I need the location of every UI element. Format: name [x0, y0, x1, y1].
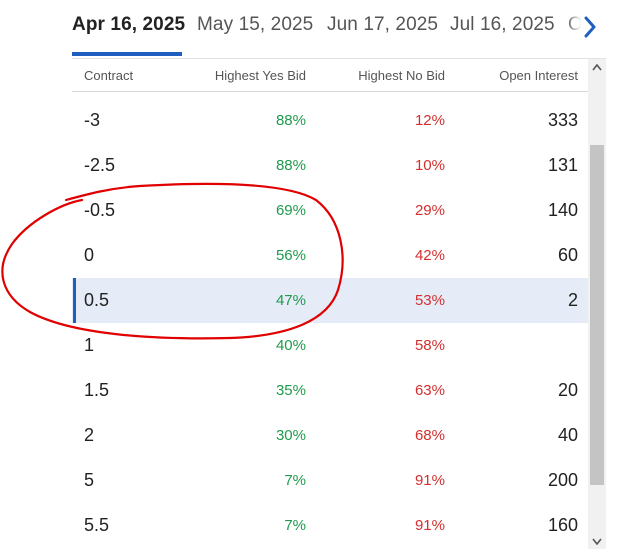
contract-cell: 5.5	[84, 515, 110, 535]
header-open-interest[interactable]: Open Interest	[499, 68, 578, 83]
table-row[interactable]: -2.5 88% 10% 131	[72, 143, 588, 188]
table-row[interactable]: 5 7% 91% 200	[72, 458, 588, 503]
yes-bid-cell[interactable]: 7%	[284, 472, 306, 489]
contract-cell: 1.5	[84, 380, 110, 400]
table-row[interactable]: 0 56% 42% 60	[72, 233, 588, 278]
contract-cell: 2	[84, 425, 95, 445]
header-highest-no-bid[interactable]: Highest No Bid	[358, 68, 445, 83]
table-row-selected[interactable]: 0.5 47% 53% 2	[72, 278, 588, 323]
yes-bid-cell[interactable]: 30%	[275, 427, 306, 444]
open-interest-cell[interactable]: 60	[557, 245, 578, 265]
open-interest-cell[interactable]: 40	[557, 425, 578, 445]
table-scrollbar[interactable]	[588, 59, 606, 549]
yes-bid-cell[interactable]: 7%	[284, 517, 306, 534]
contract-cell: 0	[84, 245, 95, 265]
contract-cell: -2.5	[84, 155, 116, 175]
tab-jul-16-2025[interactable]: Jul 16, 2025	[450, 14, 555, 35]
open-interest-cell[interactable]: 160	[547, 515, 578, 535]
no-bid-cell[interactable]: 63%	[414, 382, 445, 399]
chevron-up-icon[interactable]	[588, 59, 606, 75]
tabs-divider	[72, 58, 606, 59]
no-bid-cell[interactable]: 10%	[414, 157, 445, 174]
tab-apr-16-2025[interactable]: Apr 16, 2025	[72, 14, 186, 35]
date-tabs: Apr 16, 2025 May 15, 2025 Jun 17, 2025 J…	[0, 0, 624, 58]
active-tab-indicator	[72, 52, 182, 56]
table-row[interactable]: 1 40% 58%	[72, 323, 588, 368]
open-interest-cell[interactable]: 20	[557, 380, 578, 400]
yes-bid-cell[interactable]: 47%	[275, 292, 306, 309]
yes-bid-cell[interactable]: 35%	[275, 382, 306, 399]
contracts-table: Contract Highest Yes Bid Highest No Bid …	[72, 59, 588, 549]
open-interest-cell[interactable]: 200	[547, 470, 578, 490]
header-highest-yes-bid[interactable]: Highest Yes Bid	[214, 68, 306, 83]
no-bid-cell[interactable]: 12%	[414, 112, 445, 129]
contract-cell: 1	[84, 335, 95, 355]
contract-cell: -3	[84, 110, 101, 130]
tab-may-15-2025[interactable]: May 15, 2025	[197, 14, 314, 35]
yes-bid-cell[interactable]: 69%	[275, 202, 306, 219]
table-row[interactable]: 1.5 35% 63% 20	[72, 368, 588, 413]
contract-cell: 5	[84, 470, 95, 490]
tab-fade	[566, 10, 588, 44]
open-interest-cell[interactable]: 2	[567, 290, 578, 310]
table-row[interactable]: -3 88% 12% 333	[72, 98, 588, 143]
no-bid-cell[interactable]: 58%	[414, 337, 445, 354]
contract-cell: 0.5	[84, 290, 110, 310]
no-bid-cell[interactable]: 68%	[414, 427, 445, 444]
chevron-right-icon[interactable]	[578, 13, 602, 41]
open-interest-cell[interactable]: 140	[547, 200, 578, 220]
yes-bid-cell[interactable]: 88%	[275, 157, 306, 174]
table-header: Contract Highest Yes Bid Highest No Bid …	[72, 59, 588, 92]
no-bid-cell[interactable]: 29%	[414, 202, 445, 219]
no-bid-cell[interactable]: 42%	[414, 247, 445, 264]
open-interest-cell[interactable]: 131	[547, 155, 578, 175]
table-row[interactable]: 5.5 7% 91% 160	[72, 503, 588, 548]
chevron-down-icon[interactable]	[588, 533, 606, 549]
no-bid-cell[interactable]: 53%	[414, 292, 445, 309]
no-bid-cell[interactable]: 91%	[414, 517, 445, 534]
open-interest-cell[interactable]: 333	[547, 110, 578, 130]
yes-bid-cell[interactable]: 40%	[275, 337, 306, 354]
contract-cell: -0.5	[84, 200, 116, 220]
table-row[interactable]: 2 30% 68% 40	[72, 413, 588, 458]
no-bid-cell[interactable]: 91%	[414, 472, 445, 489]
tab-jun-17-2025[interactable]: Jun 17, 2025	[327, 14, 439, 35]
yes-bid-cell[interactable]: 56%	[275, 247, 306, 264]
yes-bid-cell[interactable]: 88%	[275, 112, 306, 129]
scrollbar-thumb[interactable]	[590, 145, 604, 485]
header-contract[interactable]: Contract	[84, 68, 134, 83]
table-row[interactable]: -0.5 69% 29% 140	[72, 188, 588, 233]
